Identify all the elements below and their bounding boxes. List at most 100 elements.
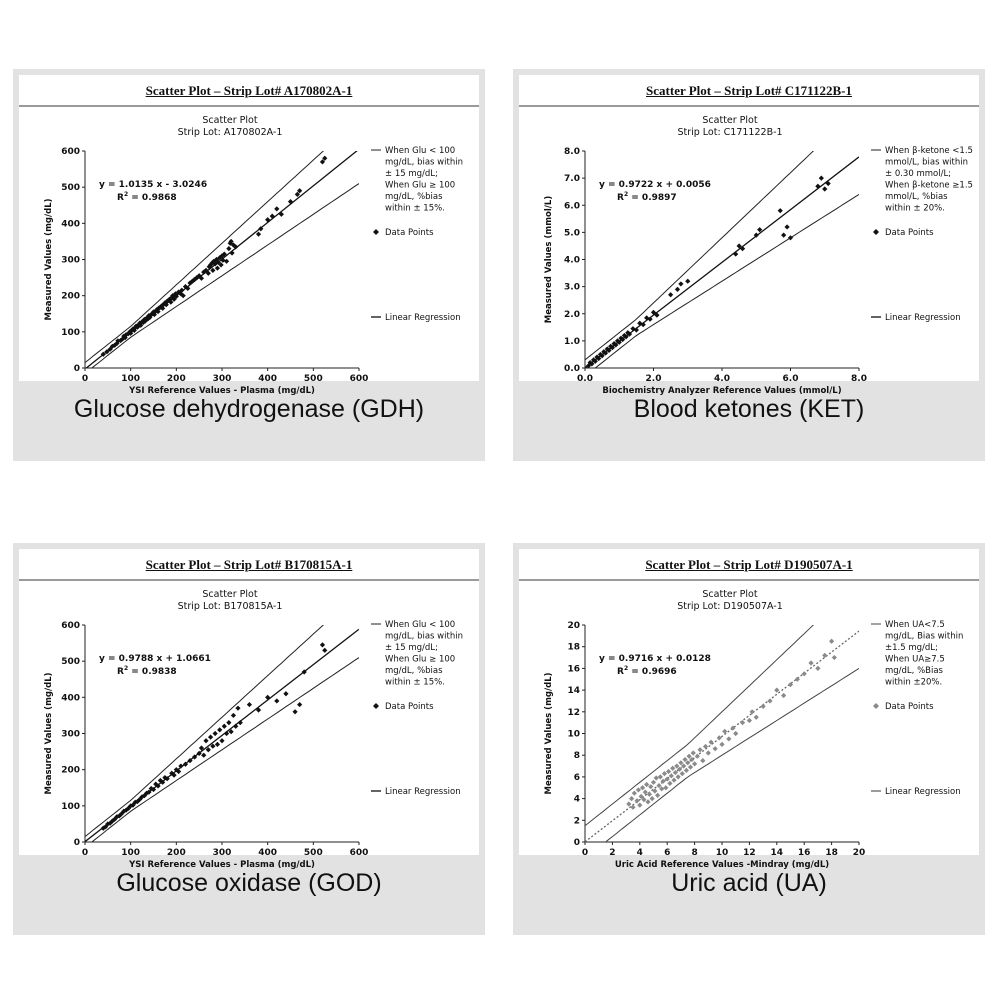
data-point — [112, 342, 118, 348]
data-point — [661, 771, 668, 777]
data-point — [822, 186, 828, 192]
x-tick-label: 200 — [167, 848, 186, 858]
data-point — [319, 159, 326, 165]
y-tick-label: 6 — [574, 773, 580, 783]
data-point — [219, 738, 225, 744]
data-point — [228, 238, 234, 245]
data-point — [815, 183, 821, 189]
x-tick-label: 8 — [691, 848, 697, 858]
data-point — [616, 339, 622, 345]
data-point — [670, 765, 676, 771]
data-point — [148, 785, 154, 792]
chart-title: Scatter Plot — [702, 589, 757, 600]
legend-limit-text: ±1.5 mg/dL; — [885, 643, 938, 653]
chart-sheet: Scatter Plot – Strip Lot# D190507A-1 Sca… — [519, 549, 979, 870]
legend-regression-label: Linear Regression — [385, 313, 461, 323]
data-point — [719, 741, 725, 747]
y-axis-label: Measured Values (mg/dL) — [44, 198, 54, 320]
data-point — [107, 346, 113, 352]
data-point — [829, 638, 835, 644]
legend-limit-text: within ± 15%. — [385, 678, 445, 688]
data-point — [679, 771, 685, 777]
data-point — [233, 244, 239, 250]
chart-panel-ket: Scatter Plot – Strip Lot# C171122B-1 Sca… — [513, 69, 985, 461]
data-point — [801, 671, 807, 677]
data-point — [733, 251, 739, 257]
y-tick-label: 7.0 — [564, 174, 580, 184]
data-point — [210, 743, 216, 749]
y-tick-label: 0 — [74, 364, 80, 374]
data-point — [128, 330, 134, 336]
data-point — [625, 330, 631, 336]
data-point — [671, 777, 677, 783]
x-tick-label: 400 — [258, 848, 277, 858]
lower-bias-limit-line — [594, 193, 859, 368]
x-tick-label: 0 — [82, 374, 88, 384]
y-tick-label: 400 — [61, 219, 80, 229]
x-tick-label: 8.0 — [851, 374, 867, 384]
panel-caption: Glucose dehydrogenase (GDH) — [73, 395, 425, 423]
y-tick-label: 500 — [61, 657, 80, 667]
y-axis-label: Measured Values (mg/dL) — [544, 672, 554, 794]
panel-caption: Blood ketones (KET) — [633, 395, 865, 423]
data-point — [646, 791, 652, 797]
x-tick-label: 600 — [350, 374, 369, 384]
r-squared: R2 = 0.9868 — [117, 191, 177, 203]
legend-limit-text: mg/dL, Bias within — [885, 632, 963, 642]
data-point — [201, 752, 207, 758]
data-point — [685, 278, 691, 284]
upper-bias-limit-line — [585, 625, 815, 827]
x-axis-label: YSI Reference Values - Plasma (mg/dL) — [128, 386, 315, 396]
data-point — [258, 226, 264, 232]
legend-limit-text: mmol/L, bias within — [885, 158, 968, 168]
data-point — [235, 705, 241, 711]
legend-regression-label: Linear Regression — [885, 787, 961, 797]
chart-subtitle: Strip Lot: A170802A-1 — [178, 127, 283, 138]
data-point — [753, 232, 759, 238]
y-tick-label: 100 — [61, 328, 80, 338]
data-point — [221, 251, 227, 257]
data-point — [278, 211, 284, 217]
data-point — [223, 258, 230, 264]
data-point — [185, 285, 191, 292]
x-tick-label: 16 — [798, 848, 811, 858]
data-point — [634, 798, 640, 804]
r-squared-value: = 0.9868 — [128, 193, 177, 203]
data-point — [269, 213, 275, 219]
data-point — [739, 246, 746, 252]
x-tick-label: 2.0 — [646, 374, 662, 384]
title-divider — [19, 579, 479, 581]
data-point — [171, 772, 177, 778]
data-point — [774, 687, 780, 693]
legend-regression-label: Linear Regression — [385, 787, 461, 797]
chart-subtitle: Strip Lot: B170815A-1 — [178, 601, 283, 612]
legend-points-label: Data Points — [885, 702, 934, 712]
data-point — [767, 698, 773, 704]
data-point — [206, 264, 212, 270]
data-point — [212, 730, 218, 737]
r-squared-prefix: R — [117, 193, 124, 203]
y-tick-label: 200 — [61, 766, 80, 776]
data-point — [118, 811, 125, 817]
x-tick-label: 300 — [213, 374, 232, 384]
data-point — [777, 208, 783, 214]
data-point — [217, 727, 223, 733]
data-point — [781, 692, 787, 699]
data-point — [700, 758, 706, 764]
r-squared-prefix: R — [617, 193, 624, 203]
data-point — [705, 750, 711, 756]
x-tick-label: 6 — [664, 848, 670, 858]
document-title: Scatter Plot – Strip Lot# B170815A-1 — [145, 557, 353, 572]
data-point — [733, 730, 739, 737]
data-point — [697, 747, 703, 753]
legend-limit-text: mg/dL, %bias — [385, 192, 443, 202]
lower-bias-limit-line — [91, 657, 359, 842]
x-tick-label: 200 — [167, 374, 186, 384]
data-point — [585, 363, 592, 368]
data-point — [716, 735, 722, 741]
data-point — [784, 224, 790, 230]
data-point — [692, 761, 698, 767]
data-point — [590, 357, 597, 363]
data-point — [665, 768, 672, 775]
data-point — [599, 353, 605, 359]
